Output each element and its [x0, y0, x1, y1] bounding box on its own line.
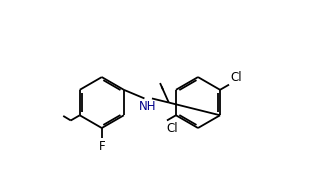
- Text: NH: NH: [138, 100, 156, 113]
- Text: F: F: [99, 140, 105, 153]
- Text: Cl: Cl: [166, 122, 178, 135]
- Text: Cl: Cl: [230, 71, 242, 84]
